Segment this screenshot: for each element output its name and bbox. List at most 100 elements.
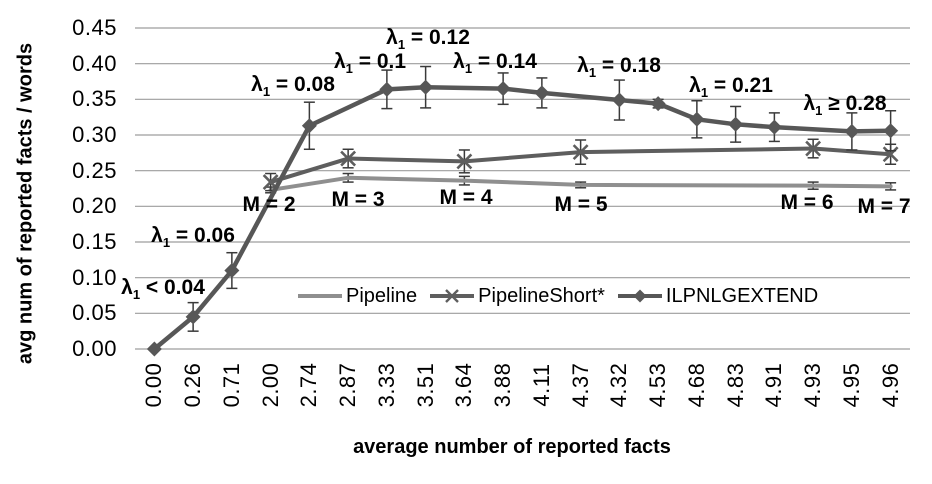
x-tick-label: 4.32 (606, 362, 632, 408)
annotation-m: M = 3 (331, 188, 385, 211)
annotation-text: λ (386, 25, 398, 49)
y-tick-label: 0.30 (72, 122, 117, 147)
x-tick-label: 3.33 (373, 362, 399, 408)
diamond-marker (495, 81, 511, 97)
y-tick-label: 0.10 (72, 264, 117, 290)
x-tick-label: 0.71 (218, 362, 244, 408)
annotation-text: 1 (700, 85, 709, 101)
diamond-marker (185, 309, 201, 325)
annotation-text: λ (689, 73, 701, 97)
x-tick-label: 4.37 (567, 362, 593, 408)
x-tick-label: 4.83 (722, 362, 748, 408)
x-marker (340, 150, 357, 167)
annotation-text: 1 (588, 65, 597, 81)
legend-swatch-diamond-line (617, 289, 662, 303)
diamond-marker (418, 79, 434, 95)
x-tick-label: 4.91 (761, 362, 787, 408)
y-tick-label: 0.25 (72, 157, 117, 183)
annotation-text: λ (803, 91, 816, 115)
annotation-lambda: λ1 = 0.18 (577, 54, 661, 80)
series-ilpnlgextend (146, 65, 899, 357)
diamond-marker (766, 119, 782, 135)
annotation-m: M = 4 (439, 186, 493, 209)
x-tick-label: 2.87 (335, 362, 361, 408)
y-tick-label: 0.35 (72, 86, 117, 112)
annotation-text: 1 (162, 235, 171, 251)
diamond-marker (611, 92, 627, 108)
annotation-lambda: λ1 = 0.12 (386, 26, 470, 52)
x-tick-label: 2.74 (296, 362, 322, 408)
legend-label: Pipeline (346, 284, 418, 307)
diamond-marker (689, 111, 705, 127)
x-marker (805, 140, 822, 157)
legend-label: ILPNLGEXTEND (665, 284, 819, 307)
annotation-lambda: λ1 < 0.04 (121, 276, 205, 302)
annotation-text: λ (251, 72, 263, 96)
annotation-text: λ (333, 49, 346, 73)
diamond-icon (633, 289, 647, 303)
series-line (268, 146, 893, 185)
legend-item-pipelineshort: PipelineShort* (429, 285, 605, 308)
annotation-lambda: λ1 = 0.14 (453, 50, 537, 76)
annotation-text: = 0.18 (596, 53, 661, 77)
diamond-marker (301, 118, 317, 134)
diamond-marker (224, 263, 240, 279)
x-tick-label: 0.00 (141, 362, 167, 408)
legend-item-ilpnlgextend: ILPNLGEXTEND (617, 285, 818, 308)
x-tick-label: 3.64 (451, 362, 477, 408)
annotation-text: λ (577, 53, 589, 77)
annotation-text: ≥ 0.28 (822, 91, 887, 115)
annotation-text: λ (121, 275, 133, 299)
diamond-marker (379, 81, 395, 97)
annotation-text: = 0.14 (472, 49, 537, 73)
annotation-text: 1 (464, 61, 473, 77)
annotation-text: = 0.21 (708, 73, 773, 97)
x-tick-label: 3.51 (412, 362, 438, 408)
annotation-m: M = 7 (857, 195, 911, 218)
diamond-marker (146, 341, 162, 357)
y-tick-label: 0.45 (72, 15, 117, 40)
diamond-marker (534, 85, 550, 101)
series-line (268, 175, 893, 192)
y-tick-label: 0.05 (72, 300, 117, 326)
diamond-marker (728, 116, 744, 132)
diamond-marker (650, 96, 666, 112)
x-tick-label: 4.93 (800, 362, 826, 408)
x-tick-label: 4.96 (877, 362, 903, 408)
annotation-text: = 0.1 (352, 49, 407, 73)
x-marker (882, 146, 899, 163)
annotation-text: = 0.06 (170, 223, 235, 247)
annotation-m: M = 5 (554, 193, 608, 216)
annotation-text: λ (453, 49, 465, 73)
annotation-text: < 0.04 (140, 275, 205, 299)
x-tick-label: 4.53 (645, 362, 671, 408)
x-tick-label: 3.88 (490, 362, 516, 408)
legend-label: PipelineShort* (478, 284, 605, 307)
x-tick-label: 4.11 (528, 363, 554, 407)
legend: Pipeline PipelineShort* ILPNLGEXTEND (297, 283, 818, 309)
legend-swatch-line (298, 294, 342, 298)
x-marker (456, 153, 473, 170)
x-axis-title: average number of reported facts (353, 436, 671, 458)
y-tick-label: 0.00 (72, 336, 117, 361)
annotation-text: 1 (345, 61, 353, 77)
x-tick-label: 0.26 (180, 362, 206, 408)
annotation-lambda: λ1 = 0.08 (251, 73, 335, 99)
x-tick-label: 4.68 (683, 362, 709, 408)
x-icon (445, 289, 460, 303)
annotation-text: 1 (262, 84, 271, 100)
annotation-lambda: λ1 ≥ 0.28 (803, 92, 886, 118)
legend-item-pipeline: Pipeline (297, 285, 417, 308)
annotation-text: λ (151, 223, 163, 247)
annotation-lambda: λ1 = 0.06 (151, 224, 235, 250)
annotation-text: 1 (815, 103, 823, 119)
annotation-text: 1 (132, 287, 141, 303)
legend-swatch-x-line (430, 289, 475, 303)
annotation-m: M = 6 (780, 191, 834, 214)
annotation-text: 1 (397, 37, 406, 53)
x-marker (572, 144, 589, 161)
y-tick-label: 0.15 (72, 229, 117, 254)
annotation-lambda: λ1 = 0.1 (334, 50, 406, 76)
